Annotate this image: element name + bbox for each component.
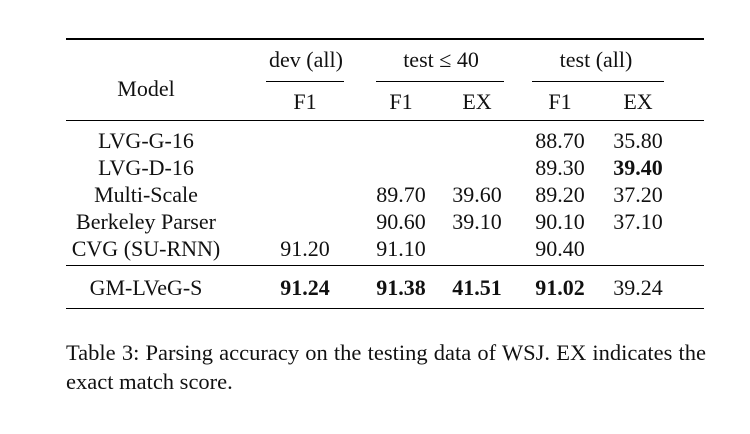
score-cell: 91.10 [376,236,426,261]
score-cell: 90.60 [376,209,426,234]
subheader-testall-f1: F1 [548,89,572,114]
subheader-testall-ex: EX [623,89,653,114]
score-cell: 91.20 [280,236,330,261]
score-cell: 91.02 [535,275,585,300]
model-name-cell: LVG-G-16 [98,128,194,153]
score-cell: 39.60 [452,182,502,207]
score-cell: 37.10 [613,209,663,234]
midrule-final [66,265,704,266]
model-name-cell: Multi-Scale [94,182,198,207]
group-header-dev-all: dev (all) [269,47,343,72]
score-cell: 39.40 [613,155,663,180]
group-header-test-le-40: test ≤ 40 [403,47,479,72]
group-header-test-all: test (all) [559,47,633,72]
subheader-test40-ex: EX [462,89,492,114]
score-cell: 39.24 [613,275,663,300]
score-cell: 91.38 [376,275,426,300]
cmidrule-test40 [376,81,504,82]
score-cell: 41.51 [452,275,502,300]
subheader-dev-f1: F1 [293,89,317,114]
model-header: Model [117,76,175,101]
top-rule [66,38,704,40]
bottom-rule [66,308,704,309]
score-cell: 91.24 [280,275,330,300]
score-cell: 39.10 [452,209,502,234]
score-cell: 37.20 [613,182,663,207]
score-cell: 90.10 [535,209,585,234]
score-cell: 88.70 [535,128,585,153]
subheader-test40-f1: F1 [389,89,413,114]
model-name-cell: CVG (SU-RNN) [71,236,221,261]
header-rule [66,120,704,121]
model-name-cell: LVG-D-16 [98,155,194,180]
cmidrule-dev [266,81,344,82]
score-cell: 89.70 [376,182,426,207]
model-name-cell: GM-LVeG-S [89,275,203,300]
score-cell: 89.30 [535,155,585,180]
score-cell: 35.80 [613,128,663,153]
model-name-cell: Berkeley Parser [76,209,216,234]
table-caption: Table 3: Parsing accuracy on the testing… [66,340,706,394]
cmidrule-testall [532,81,664,82]
score-cell: 90.40 [535,236,585,261]
score-cell: 89.20 [535,182,585,207]
